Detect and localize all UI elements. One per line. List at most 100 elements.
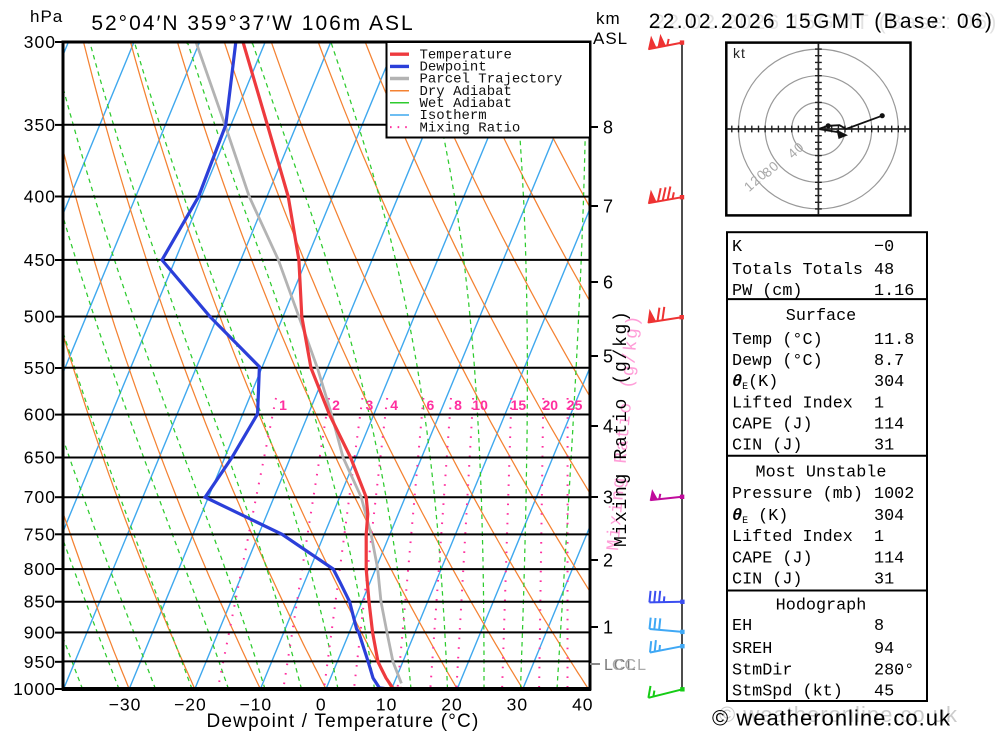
svg-text:CCL: CCL — [612, 657, 647, 674]
svg-text:350: 350 — [24, 115, 56, 135]
svg-text:θE(K): θE(K) — [732, 373, 778, 393]
svg-text:Temp (°C): Temp (°C) — [732, 331, 823, 350]
svg-text:Dewpoint / Temperature (°C): Dewpoint / Temperature (°C) — [206, 711, 479, 732]
svg-text:kt: kt — [733, 45, 746, 61]
svg-text:10: 10 — [472, 397, 488, 413]
svg-text:20: 20 — [543, 397, 559, 413]
svg-text:Dry Adiabat: Dry Adiabat — [420, 84, 512, 100]
svg-text:CAPE (J): CAPE (J) — [732, 416, 813, 435]
svg-text:1000: 1000 — [13, 679, 56, 699]
svg-text:15: 15 — [511, 397, 527, 413]
svg-text:8.7: 8.7 — [874, 352, 904, 371]
svg-text:25: 25 — [567, 397, 583, 413]
svg-text:8: 8 — [454, 397, 462, 413]
svg-text:6: 6 — [427, 397, 435, 413]
svg-text:30: 30 — [507, 695, 528, 715]
svg-text:7: 7 — [603, 197, 613, 217]
svg-text:94: 94 — [874, 640, 894, 659]
svg-text:5: 5 — [603, 347, 613, 367]
svg-text:10: 10 — [376, 695, 397, 715]
svg-text:Parcel Trajectory: Parcel Trajectory — [420, 72, 563, 88]
svg-text:θE (K): θE (K) — [732, 507, 788, 527]
svg-text:6: 6 — [603, 273, 613, 293]
svg-text:Dewpoint: Dewpoint — [420, 60, 487, 76]
svg-text:400: 400 — [24, 187, 56, 207]
svg-text:45: 45 — [874, 683, 894, 702]
svg-text:2: 2 — [603, 551, 613, 571]
svg-text:300: 300 — [24, 32, 56, 52]
svg-text:−20: −20 — [174, 695, 207, 715]
svg-text:1: 1 — [279, 397, 287, 413]
svg-text:800: 800 — [24, 559, 56, 579]
svg-text:Lifted Index: Lifted Index — [732, 395, 853, 414]
svg-text:ASL: ASL — [593, 29, 628, 48]
svg-text:22.02.2026 15GMT (Base: 06): 22.02.2026 15GMT (Base: 06) — [649, 10, 994, 33]
svg-text:hPa: hPa — [30, 7, 63, 26]
svg-text:K: K — [732, 238, 743, 257]
svg-text:20: 20 — [441, 695, 462, 715]
svg-text:Mixing Ratio: Mixing Ratio — [420, 120, 521, 136]
svg-text:2: 2 — [332, 397, 340, 413]
svg-text:4: 4 — [390, 397, 398, 413]
svg-text:750: 750 — [24, 524, 56, 544]
svg-text:Totals Totals: Totals Totals — [732, 261, 863, 280]
svg-text:CAPE (J): CAPE (J) — [732, 549, 813, 568]
svg-text:22.02.2026 15GMT (Base: 06): 22.02.2026 15GMT (Base: 06) — [653, 11, 998, 34]
svg-text:650: 650 — [24, 448, 56, 468]
svg-text:1: 1 — [603, 618, 613, 638]
svg-text:280°: 280° — [874, 661, 914, 680]
svg-text:450: 450 — [24, 250, 56, 270]
svg-text:850: 850 — [24, 592, 56, 612]
svg-text:600: 600 — [24, 405, 56, 425]
svg-text:CIN (J): CIN (J) — [732, 437, 803, 456]
svg-text:LCL: LCL — [604, 657, 636, 674]
svg-text:0: 0 — [316, 695, 327, 715]
svg-text:Wet Adiabat: Wet Adiabat — [420, 96, 512, 112]
svg-text:Dewp (°C): Dewp (°C) — [732, 352, 823, 371]
svg-text:8: 8 — [603, 118, 613, 138]
svg-text:1002: 1002 — [874, 485, 914, 504]
svg-text:8: 8 — [874, 617, 884, 636]
svg-text:3: 3 — [603, 488, 613, 508]
svg-text:52°04′N 359°37′W 106m ASL: 52°04′N 359°37′W 106m ASL — [91, 12, 414, 35]
svg-text:550: 550 — [24, 358, 56, 378]
svg-text:114: 114 — [874, 549, 904, 568]
svg-text:114: 114 — [874, 416, 904, 435]
svg-text:SREH: SREH — [732, 640, 772, 659]
svg-text:500: 500 — [24, 307, 56, 327]
svg-text:−30: −30 — [109, 695, 142, 715]
svg-text:304: 304 — [874, 507, 904, 526]
svg-text:950: 950 — [24, 652, 56, 672]
svg-text:Mixing Ratio (g/kg): Mixing Ratio (g/kg) — [612, 309, 632, 547]
svg-text:PW (cm): PW (cm) — [732, 282, 803, 301]
svg-text:Pressure (mb): Pressure (mb) — [732, 485, 863, 504]
svg-text:1: 1 — [874, 528, 884, 547]
svg-text:−10: −10 — [239, 695, 272, 715]
svg-text:StmSpd (kt): StmSpd (kt) — [732, 683, 843, 702]
svg-text:EH: EH — [732, 617, 752, 636]
svg-text:Surface: Surface — [786, 307, 857, 326]
svg-text:Most Unstable: Most Unstable — [756, 464, 887, 483]
svg-text:4: 4 — [603, 417, 613, 437]
svg-text:1.16: 1.16 — [874, 282, 914, 301]
svg-text:Hodograph: Hodograph — [776, 597, 867, 616]
svg-text:40: 40 — [572, 695, 593, 715]
svg-text:−0: −0 — [874, 238, 894, 257]
svg-text:1: 1 — [874, 395, 884, 414]
svg-text:© weatheronline.co.uk: © weatheronline.co.uk — [719, 702, 958, 727]
svg-text:Isotherm: Isotherm — [420, 108, 487, 124]
svg-text:3: 3 — [366, 397, 374, 413]
svg-text:700: 700 — [24, 487, 56, 507]
svg-text:31: 31 — [874, 571, 894, 590]
svg-text:304: 304 — [874, 373, 904, 392]
svg-text:900: 900 — [24, 623, 56, 643]
svg-text:Lifted Index: Lifted Index — [732, 528, 853, 547]
svg-text:© weatheronline.co.uk: © weatheronline.co.uk — [712, 706, 951, 731]
svg-text:31: 31 — [874, 437, 894, 456]
svg-text:StmDir: StmDir — [732, 661, 792, 680]
svg-text:CIN (J): CIN (J) — [732, 571, 803, 590]
svg-text:Temperature: Temperature — [420, 47, 512, 63]
svg-text:11.8: 11.8 — [874, 331, 914, 350]
svg-text:48: 48 — [874, 261, 894, 280]
svg-text:km: km — [596, 9, 621, 28]
